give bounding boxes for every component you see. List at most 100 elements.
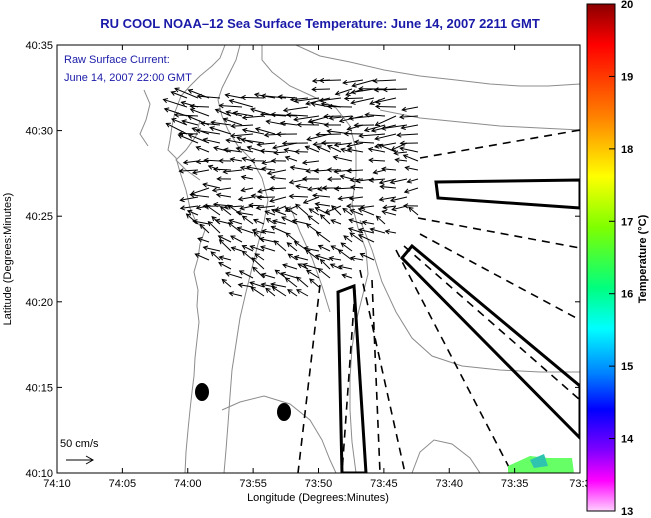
current-vector	[406, 178, 419, 184]
x-axis-label: Longitude (Degrees:Minutes)	[247, 492, 389, 504]
current-vector	[264, 210, 276, 216]
current-vector	[195, 145, 210, 153]
current-vector	[301, 176, 320, 182]
current-vector	[351, 79, 375, 88]
current-vector	[295, 276, 309, 288]
y-tick-label: 40:15	[25, 382, 53, 394]
current-vector	[260, 93, 287, 99]
current-vector	[326, 176, 342, 182]
current-vector	[189, 108, 210, 117]
current-vector	[339, 174, 353, 180]
y-tick-label: 40:10	[25, 468, 53, 480]
current-vector	[256, 141, 276, 147]
current-vector	[282, 263, 298, 270]
current-vector	[347, 227, 364, 234]
current-vector	[301, 159, 320, 166]
contour-line	[139, 89, 151, 147]
current-vector	[399, 140, 419, 146]
current-vector	[305, 269, 320, 279]
current-vector	[359, 252, 375, 261]
contour-line	[359, 219, 580, 373]
current-vector	[353, 139, 375, 145]
current-vector	[199, 223, 210, 234]
x-tick-label: 73:50	[305, 478, 333, 490]
x-tick-label: 73:55	[239, 478, 267, 490]
current-vector	[358, 133, 386, 139]
current-vector	[319, 258, 331, 270]
current-vector	[196, 93, 221, 100]
current-vector	[249, 244, 265, 252]
current-vector	[349, 177, 364, 183]
scale-vector	[66, 455, 95, 465]
x-tick-label: 74:00	[174, 478, 202, 490]
x-tick-label: 73:35	[501, 478, 529, 490]
current-vector	[241, 250, 254, 261]
current-vector	[230, 235, 243, 243]
current-vector	[241, 245, 254, 252]
current-vector	[316, 145, 331, 153]
y-tick-label: 40:25	[25, 211, 53, 223]
current-vector	[399, 146, 419, 153]
current-vector	[241, 114, 265, 121]
colorbar-tick-label: 17	[621, 216, 633, 228]
current-vector	[304, 145, 320, 153]
current-vector	[210, 120, 232, 126]
current-vector	[270, 111, 298, 118]
current-vector	[179, 196, 199, 203]
current-vector	[270, 282, 287, 288]
colorbar-ticks: 20 19 18 17 16 15 14 13	[609, 0, 634, 518]
current-vector	[333, 186, 353, 192]
current-vector	[305, 97, 331, 106]
current-vector	[340, 242, 353, 252]
current-vector	[398, 114, 419, 120]
current-vector	[310, 101, 331, 108]
current-vector	[401, 106, 419, 112]
current-vector	[314, 201, 331, 207]
current-vector	[239, 165, 254, 171]
current-vector	[284, 155, 298, 162]
current-vector	[170, 90, 188, 99]
radar-site-boxes	[336, 178, 580, 473]
current-vector	[240, 94, 265, 101]
current-vector	[377, 143, 397, 153]
current-vector	[249, 158, 265, 164]
current-vector	[203, 157, 221, 163]
current-vector	[249, 281, 265, 288]
current-vector	[384, 229, 397, 235]
current-vector	[256, 194, 276, 201]
y-tick-label: 40:35	[25, 40, 53, 52]
current-vector	[307, 186, 320, 192]
current-vector	[236, 226, 254, 234]
y-tick-label: 40:20	[25, 297, 53, 309]
current-vector	[296, 122, 320, 128]
current-vector	[294, 149, 309, 155]
map-title: RU COOL NOAA–12 Sea Surface Temperature:…	[100, 16, 540, 31]
current-vector	[328, 115, 353, 121]
x-tick-label: 74:10	[43, 478, 71, 490]
current-vector	[270, 208, 287, 216]
current-vector	[218, 239, 232, 252]
current-vector	[189, 192, 210, 198]
current-vector	[221, 278, 232, 288]
current-vector	[318, 77, 342, 84]
current-vector	[393, 150, 408, 156]
current-vector	[282, 106, 309, 113]
x-tick-label: 73:3	[569, 478, 590, 490]
current-vector	[217, 235, 232, 243]
current-vector	[295, 184, 309, 190]
current-vector	[308, 208, 320, 216]
current-vector	[218, 255, 232, 261]
current-vector	[272, 219, 287, 225]
current-vector	[195, 159, 210, 165]
current-vector	[349, 232, 364, 243]
current-vector	[341, 273, 353, 279]
current-vector	[223, 147, 243, 153]
colorbar-tick-label: 15	[621, 361, 633, 373]
current-vector	[258, 236, 276, 243]
current-vector	[260, 272, 276, 279]
current-vector	[357, 207, 375, 216]
current-vector	[274, 269, 287, 279]
current-vector	[317, 267, 331, 279]
current-vector	[368, 177, 386, 183]
current-vector	[250, 193, 265, 199]
